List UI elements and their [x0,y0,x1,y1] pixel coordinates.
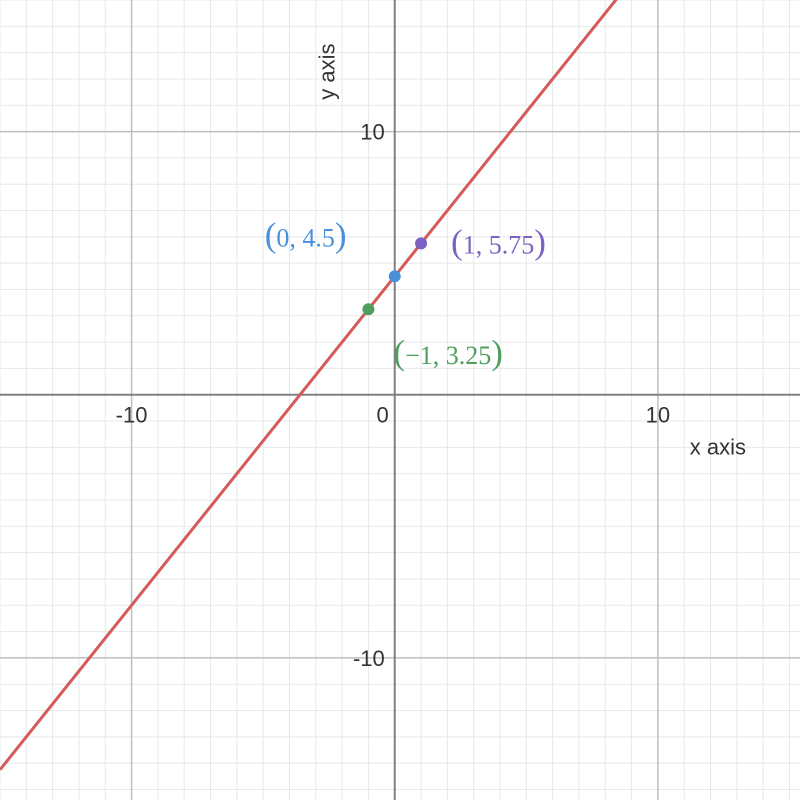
x-tick-label: 10 [646,403,670,428]
plot-line [0,0,800,770]
y-tick-label: -10 [353,646,385,671]
chart-svg: -10 0 10 -10 10 x axis y axis (0, 4.5) (1, 5.75)… [0,0,800,800]
point-label: (−1, 3.25) [393,333,503,372]
y-tick-label: 10 [360,120,384,145]
x-tick-label: -10 [116,403,148,428]
point-label: (0, 4.5) [265,215,347,254]
point-label: (1, 5.75) [451,222,546,261]
data-point [389,270,401,282]
coordinate-chart: -10 0 10 -10 10 x axis y axis (0, 4.5) (1, 5.75)… [0,0,800,800]
y-axis-label: y axis [315,43,340,99]
x-tick-label: 0 [376,403,388,428]
x-axis-label: x axis [690,435,746,460]
data-point [362,303,374,315]
data-point [415,237,427,249]
